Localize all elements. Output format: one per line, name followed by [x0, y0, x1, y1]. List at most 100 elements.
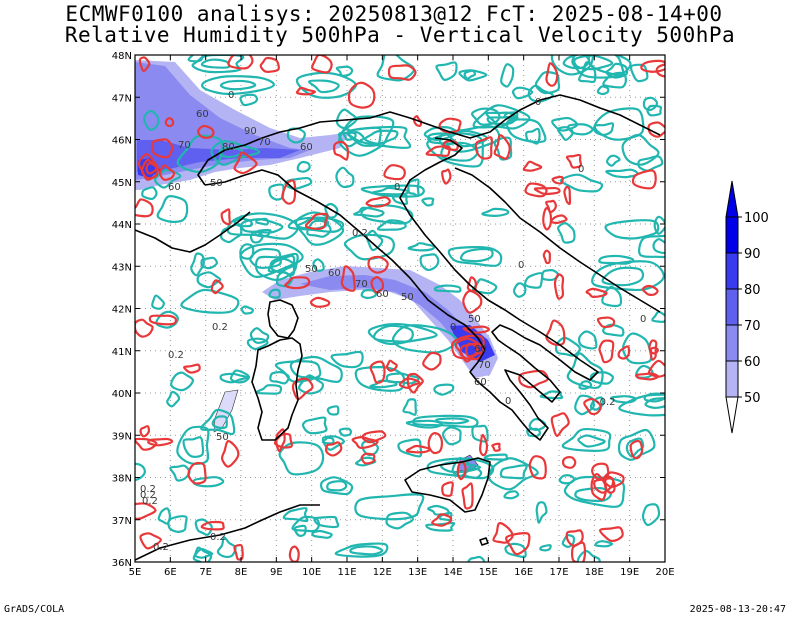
vv-negative-contour	[200, 58, 231, 69]
vv-positive-contour	[553, 273, 565, 300]
vv-positive-contour	[220, 208, 231, 226]
vv-negative-contour	[433, 383, 455, 396]
italy-peninsula-coast	[204, 137, 599, 441]
vv-positive-contour	[425, 145, 451, 158]
vv-label: 0	[535, 97, 541, 108]
vv-positive-contour	[629, 439, 644, 460]
lat-label: 38N	[112, 474, 132, 485]
vv-label: 0	[640, 314, 646, 325]
vv-label: 0.2	[142, 496, 158, 507]
alps-border	[197, 94, 661, 186]
vv-negative-contour	[151, 294, 165, 310]
vv-positive-contour	[197, 124, 215, 139]
vv-positive-contour	[562, 455, 577, 469]
vv-negative-contour	[289, 355, 343, 384]
vv-negative-contour	[219, 372, 249, 384]
vv-positive-contour	[641, 284, 659, 297]
vv-negative-contour	[503, 490, 520, 500]
vv-negative-contour	[155, 310, 179, 329]
vv-negative-contour	[440, 141, 479, 162]
vv-negative-contour	[405, 419, 443, 429]
vv-positive-contour	[640, 59, 665, 73]
vv-positive-contour	[333, 140, 349, 161]
vv-negative-contour	[605, 62, 629, 79]
colorbar-bottom-arrow	[725, 396, 739, 434]
sardinia-coast	[251, 337, 303, 441]
vv-negative-contour	[643, 392, 665, 403]
vv-positive-contour	[365, 196, 391, 208]
vv-positive-contour	[135, 502, 157, 520]
vv-negative-contour	[141, 186, 158, 201]
vv-positive-contour	[583, 397, 602, 416]
colorbar-label: 50	[744, 391, 761, 406]
vv-negative-contour	[196, 271, 222, 289]
colorbar-segment	[725, 252, 739, 290]
vv-negative-contour	[535, 501, 548, 524]
vv-positive-contour	[148, 314, 177, 326]
vv-negative-contour	[187, 55, 204, 63]
vv-negative-contour	[240, 305, 254, 315]
vv-negative-contour	[194, 547, 214, 559]
vv-negative-contour	[566, 352, 604, 390]
vv-negative-contour	[326, 480, 348, 492]
lat-label: 36N	[112, 558, 132, 569]
vv-positive-contour	[385, 359, 398, 372]
vv-negative-contour	[192, 546, 213, 562]
vv-positive-contour	[398, 377, 421, 389]
colorbar-label: 90	[744, 247, 761, 262]
vv-positive-contour	[405, 444, 431, 454]
vv-negative-contour	[191, 55, 245, 74]
vv-negative-contour	[211, 415, 228, 429]
vv-positive-contour	[183, 363, 201, 374]
vv-positive-contour	[596, 316, 616, 329]
vv-negative-contour	[558, 474, 576, 485]
sicily-coast	[404, 457, 491, 513]
vv-negative-contour	[167, 515, 188, 533]
lon-label: 7E	[199, 567, 212, 578]
vv-negative-contour	[369, 379, 398, 389]
vv-negative-contour	[407, 242, 436, 252]
lon-label: 8E	[235, 567, 248, 578]
vv-positive-contour	[466, 276, 478, 293]
vv-negative-contour	[427, 504, 451, 516]
vv-negative-contour	[511, 86, 534, 100]
vv-positive-contour	[454, 337, 486, 363]
lon-label: 18E	[585, 567, 604, 578]
vv-negative-contour	[182, 436, 205, 458]
vv-positive-contour	[135, 198, 154, 218]
vv-negative-contour	[525, 127, 541, 145]
vv-negative-contour	[349, 545, 384, 556]
vv-negative-contour	[330, 350, 364, 369]
lat-label: 42N	[112, 305, 132, 316]
rh-label: 50	[468, 314, 481, 325]
lat-label: 44N	[112, 220, 132, 231]
vv-negative-contour	[180, 288, 240, 314]
contour-labels: 60 60 70 70 60 50 80 90 50 60 70 60 50 5…	[140, 90, 646, 553]
colorbar-segment	[725, 216, 739, 254]
balkan-coast	[454, 167, 661, 313]
vv-positive-contour	[200, 520, 225, 531]
vv-negative-contour	[601, 285, 623, 308]
vv-negative-contour	[278, 441, 325, 476]
rh-label: 50	[210, 178, 223, 189]
vv-positive-contour	[288, 545, 300, 562]
vv-positive-contour	[233, 543, 244, 561]
vv-negative-contour	[458, 69, 488, 82]
vv-negative-contour	[610, 395, 637, 404]
vv-positive-contours	[135, 55, 665, 562]
colorbar-segment	[725, 288, 739, 326]
lon-label: 10E	[302, 567, 321, 578]
vv-negative-contour	[313, 515, 340, 529]
vv-positive-contour	[551, 175, 564, 185]
vv-positive-contour	[158, 164, 176, 181]
vv-negative-contour	[319, 476, 354, 496]
lon-label: 14E	[443, 567, 462, 578]
vv-negative-contour	[343, 233, 395, 261]
vv-negative-contour	[308, 79, 340, 94]
vv-positive-contour	[545, 199, 558, 214]
vv-negative-contour	[385, 372, 420, 385]
vv-negative-contour	[459, 247, 494, 263]
lat-label: 43N	[112, 262, 132, 273]
vv-label: 0	[228, 90, 234, 101]
lat-label: 45N	[112, 178, 132, 189]
